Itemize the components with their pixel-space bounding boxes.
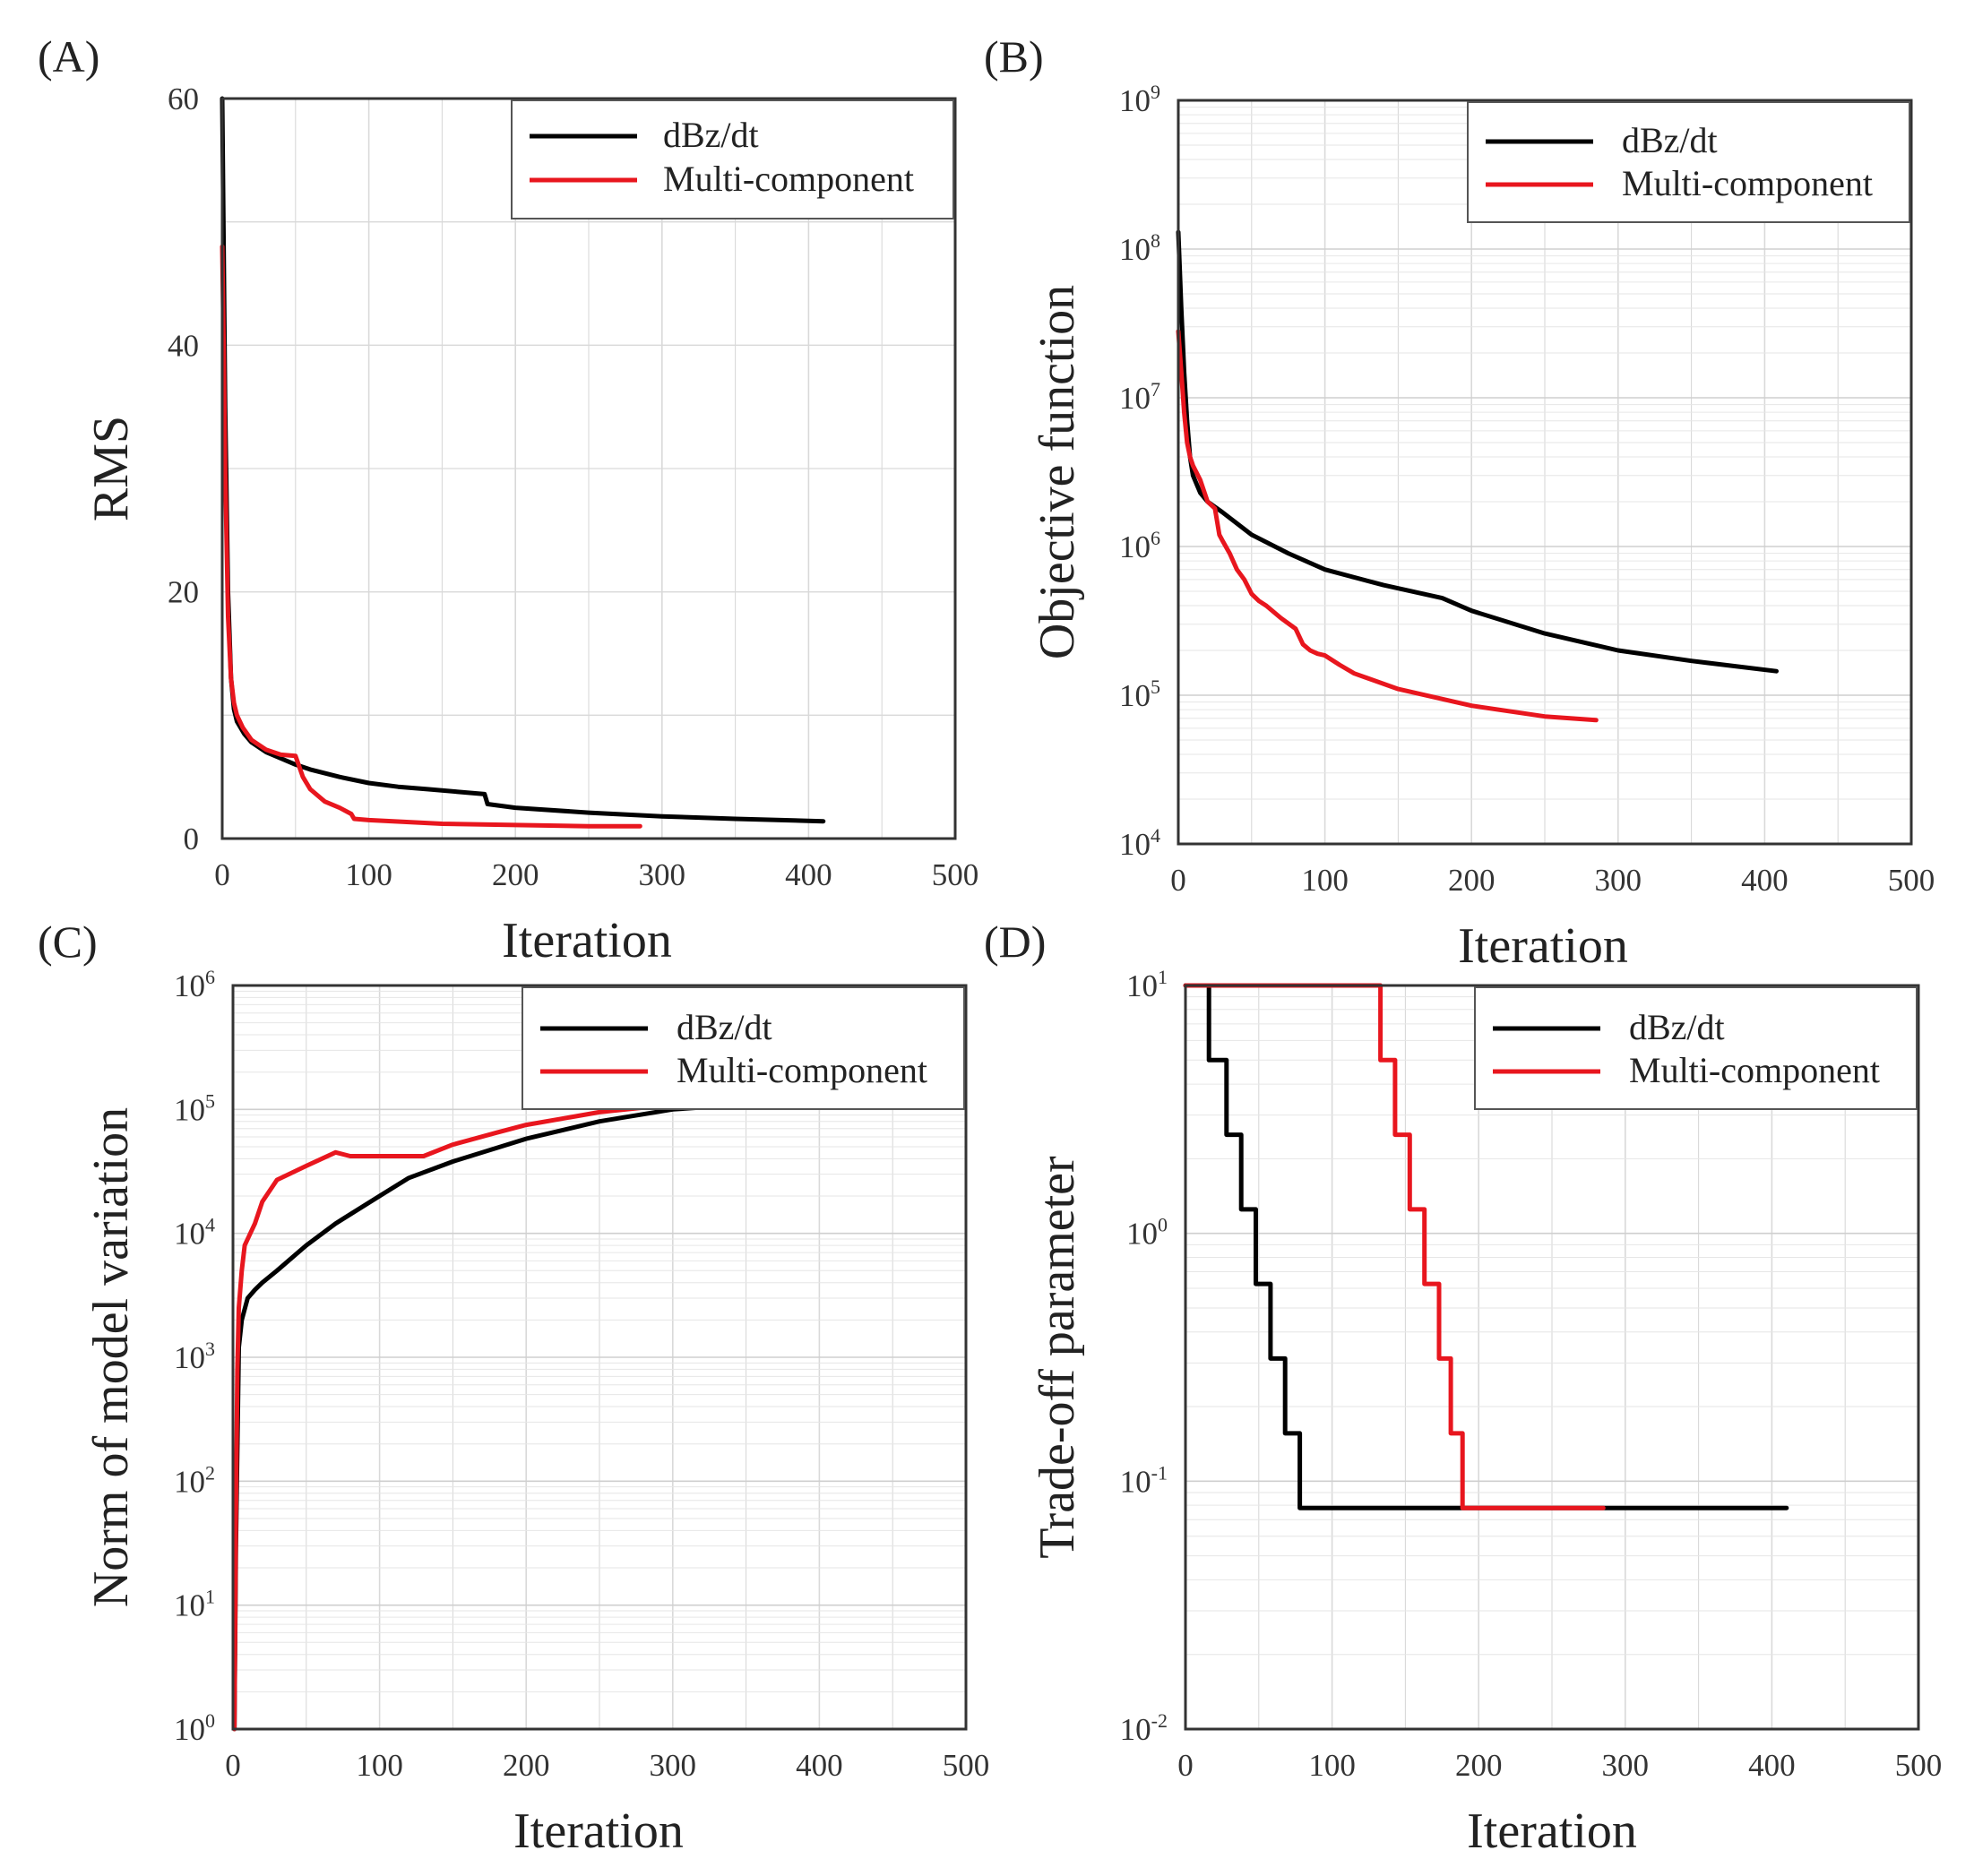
y-axis-label: RMS [83, 416, 139, 521]
y-tick-label: 101 [174, 1586, 215, 1623]
panel-b: (B) 0 100 200 300 400 500 104 105 106 107 108 109 I… [984, 31, 1935, 974]
x-tick-label: 200 [492, 857, 539, 892]
x-tick-label: 100 [1301, 863, 1349, 898]
x-tick-label: 100 [345, 857, 392, 892]
legend: dBz/dt Multi-component [511, 99, 954, 219]
x-tick-label: 200 [503, 1748, 550, 1783]
panel-label: (C) [38, 916, 98, 967]
x-tick-label: 300 [650, 1748, 697, 1783]
y-tick-label: 108 [1119, 229, 1160, 267]
x-tick-label: 400 [785, 857, 832, 892]
x-tick-label: 0 [225, 1748, 241, 1783]
legend-box [1474, 986, 1918, 1110]
y-tick-label: 104 [1119, 824, 1160, 862]
x-tick-label: 400 [1741, 863, 1789, 898]
x-tick-label: 500 [943, 1748, 990, 1783]
x-tick-label: 0 [214, 857, 230, 892]
legend: dBz/dt Multi-component [522, 986, 965, 1110]
legend-label-multi: Multi-component [1622, 163, 1873, 203]
x-tick-label: 200 [1448, 863, 1496, 898]
y-tick-label: 109 [1119, 81, 1160, 118]
y-tick-label: 10-1 [1120, 1461, 1168, 1499]
legend-box [522, 986, 965, 1110]
y-tick-label: 107 [1119, 378, 1160, 416]
legend-label-dbz: dBz/dt [677, 1007, 772, 1047]
panel-d: (D) 0 100 200 300 400 500 10-2 10-1 100 101 Itera… [984, 916, 1942, 1859]
x-tick-label: 300 [1602, 1748, 1650, 1783]
series-line-dbz-dt [1183, 983, 1789, 1510]
panel-label: (D) [984, 916, 1046, 967]
y-tick-label: 106 [1119, 527, 1160, 564]
x-tick-label: 500 [932, 857, 979, 892]
panel-a: (A) 0 100 200 300 400 500 0 20 40 60 Iteration RM… [38, 31, 978, 968]
x-axis-label: Iteration [513, 1803, 684, 1859]
x-tick-label: 0 [1177, 1748, 1194, 1783]
legend-label-multi: Multi-component [663, 159, 914, 199]
x-axis-label: Iteration [1467, 1803, 1637, 1859]
series-line-multi-component [1183, 983, 1606, 1510]
y-tick-label: 102 [174, 1461, 215, 1499]
x-axis-label: Iteration [502, 913, 672, 968]
y-tick-label: 105 [174, 1089, 215, 1127]
x-tick-label: 0 [1170, 863, 1186, 898]
y-axis-label: Norm of model variation [83, 1107, 139, 1607]
y-tick-label: 101 [1126, 966, 1168, 1003]
panel-label: (B) [984, 31, 1044, 82]
x-tick-label: 100 [1308, 1748, 1356, 1783]
y-tick-label: 104 [174, 1214, 215, 1252]
x-tick-label: 200 [1455, 1748, 1503, 1783]
y-tick-label: 100 [1126, 1214, 1168, 1252]
legend-label-dbz: dBz/dt [663, 115, 759, 155]
y-tick-label: 40 [168, 328, 199, 363]
y-tick-label: 60 [168, 82, 199, 116]
x-tick-label: 100 [356, 1748, 403, 1783]
y-tick-label: 100 [174, 1709, 215, 1747]
series-line-multi-component [1176, 329, 1599, 723]
y-tick-label: 20 [168, 575, 199, 610]
plot-frame [231, 984, 968, 1731]
x-tick-label: 400 [1748, 1748, 1796, 1783]
plot-frame [1177, 99, 1913, 846]
y-tick-label: 0 [184, 822, 200, 856]
y-axis-label: Objective function [1030, 285, 1085, 659]
plot-frame [220, 97, 957, 840]
y-tick-label: 10-2 [1120, 1709, 1168, 1747]
plot-frame [1184, 984, 1920, 1731]
series-line-dbz-dt [232, 1097, 837, 1732]
legend-label-dbz: dBz/dt [1629, 1007, 1725, 1047]
y-tick-label: 103 [174, 1338, 215, 1375]
legend-label-multi: Multi-component [1629, 1050, 1880, 1090]
legend-label-dbz: dBz/dt [1622, 120, 1718, 160]
x-tick-label: 500 [1888, 863, 1935, 898]
x-tick-label: 300 [1595, 863, 1642, 898]
x-tick-label: 300 [639, 857, 686, 892]
x-tick-label: 400 [796, 1748, 843, 1783]
legend: dBz/dt Multi-component [1474, 986, 1918, 1110]
panel-c: (C) 0 100 200 300 400 500 100 101 102 103 104 105 10… [38, 916, 989, 1859]
legend-box [511, 99, 954, 219]
series-line-multi-component [232, 1104, 653, 1732]
y-axis-label: Trade-off parameter [1030, 1156, 1085, 1559]
y-tick-label: 106 [174, 966, 215, 1003]
y-tick-label: 105 [1119, 676, 1160, 713]
legend-label-multi: Multi-component [677, 1050, 927, 1090]
legend-box [1467, 101, 1910, 223]
x-axis-label: Iteration [1458, 918, 1628, 974]
x-tick-label: 500 [1895, 1748, 1943, 1783]
panel-label: (A) [38, 31, 99, 82]
series-line-multi-component [220, 244, 642, 829]
legend: dBz/dt Multi-component [1467, 101, 1910, 223]
